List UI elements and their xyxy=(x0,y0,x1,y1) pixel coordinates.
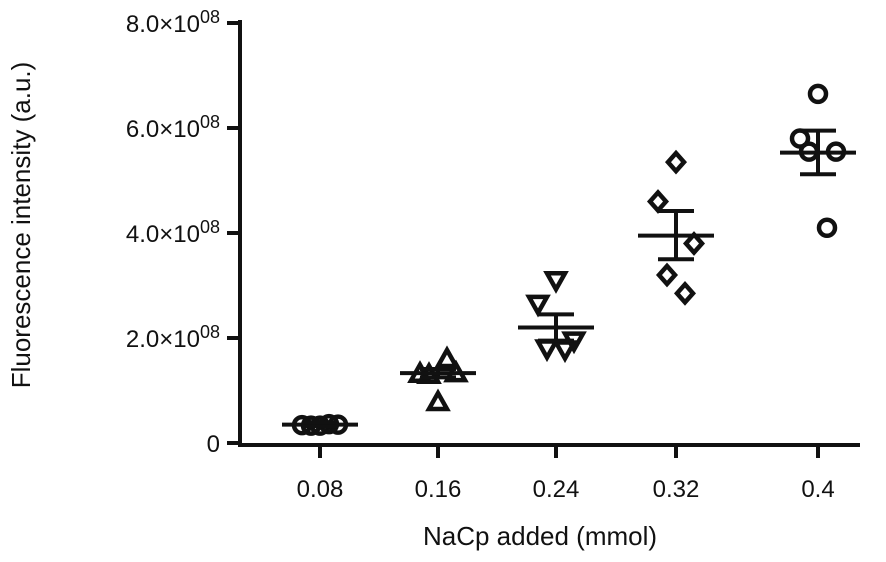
data-point xyxy=(434,345,460,369)
data-point xyxy=(664,149,688,175)
data-point xyxy=(673,280,697,306)
y-ticks: 0 2.0×1008 4.0×1008 6.0×1008 8.0×1008 xyxy=(126,7,240,458)
x-axis-title: NaCp added (mmol) xyxy=(423,521,657,551)
y-tick-label: 4.0×1008 xyxy=(126,217,220,248)
data-point xyxy=(646,189,670,214)
data-point xyxy=(655,262,679,288)
x-tick-label: 0.32 xyxy=(653,476,700,503)
x-tick-label: 0.16 xyxy=(415,476,462,503)
mean-sem-bars xyxy=(282,128,856,429)
x-tick-label: 0.08 xyxy=(297,476,344,503)
data-point xyxy=(682,231,706,256)
data-point xyxy=(525,294,551,318)
y-tick-label: 8.0×1008 xyxy=(126,7,220,38)
data-point xyxy=(425,388,451,412)
data-points xyxy=(291,83,847,436)
data-point xyxy=(534,339,560,363)
data-point xyxy=(816,217,838,238)
y-axis-title: Fluorescence intensity (a.u.) xyxy=(6,62,36,389)
x-ticks: 0.08 0.16 0.24 0.32 0.4 xyxy=(297,445,835,503)
y-tick-label: 0 xyxy=(207,431,220,458)
y-tick-label: 6.0×1008 xyxy=(126,112,220,143)
x-tick-label: 0.4 xyxy=(801,476,834,503)
data-point xyxy=(552,340,578,364)
x-tick-label: 0.24 xyxy=(533,476,580,503)
data-point xyxy=(807,83,829,105)
y-tick-label: 2.0×1008 xyxy=(126,322,220,353)
data-point xyxy=(543,271,569,294)
